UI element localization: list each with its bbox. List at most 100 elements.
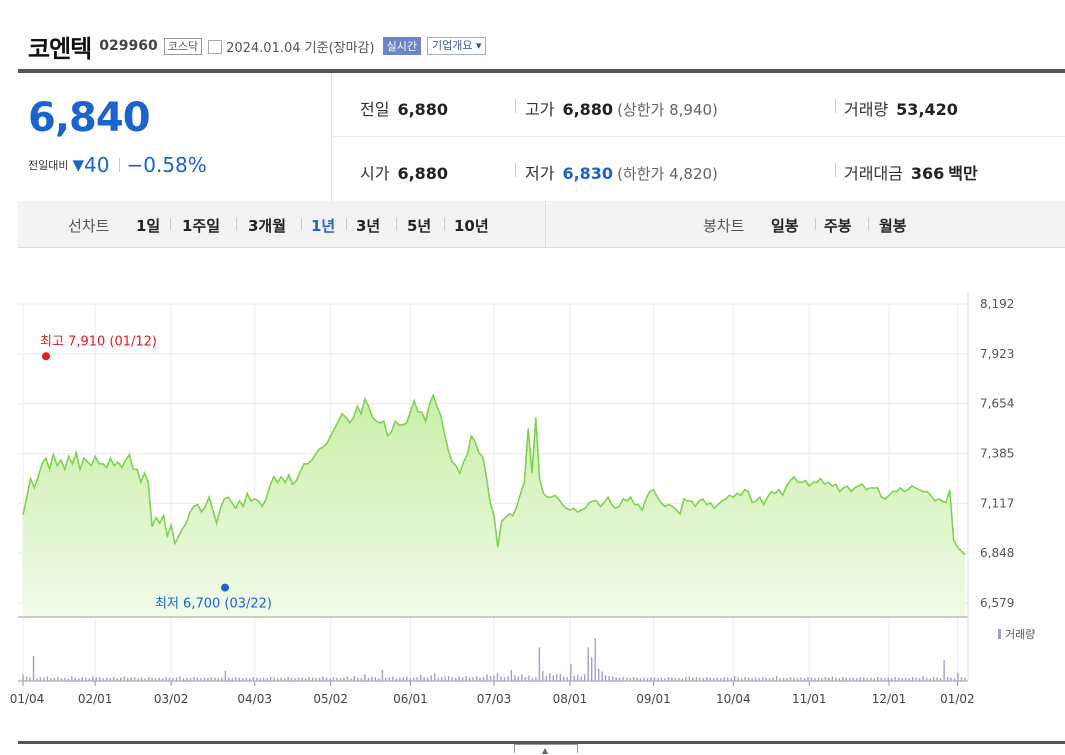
- volume-bar: [224, 670, 227, 681]
- prev-close-value: 6,880: [397, 100, 449, 119]
- volume-bar: [500, 676, 502, 681]
- volume-bar: [85, 677, 87, 681]
- volume-bar: [660, 677, 663, 681]
- volume-bar: [768, 678, 771, 681]
- y-tick-label: 6,848: [980, 546, 1014, 560]
- tab-separator: [444, 218, 445, 230]
- volume-bar: [594, 638, 596, 681]
- y-tick-label: 6,579: [980, 596, 1014, 610]
- volume-bar: [817, 677, 820, 681]
- volume-bar: [880, 677, 882, 681]
- volume-bar: [912, 677, 914, 681]
- volume-bar: [503, 677, 506, 681]
- x-tick-label: 11/01: [792, 692, 827, 706]
- volume-bar: [755, 677, 757, 681]
- volume-bar: [406, 676, 408, 681]
- tab-weekly[interactable]: 주봉: [824, 217, 852, 235]
- volume-bar: [339, 678, 342, 681]
- change-label: 전일대비: [28, 159, 69, 172]
- volume-bar: [245, 677, 247, 681]
- volume-bar: [615, 677, 617, 681]
- volume-bar: [461, 677, 464, 681]
- tab-monthly[interactable]: 월봉: [879, 217, 907, 235]
- candle-chart-label: 봉차트: [703, 217, 745, 235]
- volume-bar: [200, 678, 202, 681]
- volume-bar: [720, 678, 722, 681]
- realtime-button[interactable]: 실시간: [382, 37, 421, 55]
- volume-bar: [304, 678, 307, 681]
- volume-bar: [392, 676, 394, 681]
- volume-bar: [734, 676, 736, 681]
- high-price: 고가 6,880 (상한가 8,940): [525, 96, 718, 120]
- volume-bar: [479, 677, 481, 681]
- tab-3y[interactable]: 3년: [356, 217, 381, 235]
- volume-bar: [566, 677, 568, 681]
- volume-bar: [591, 657, 593, 681]
- volume-bar: [859, 677, 861, 681]
- down-arrow-icon: ▼: [72, 156, 85, 174]
- volume-bar: [133, 677, 136, 681]
- tab-1d[interactable]: 1일: [136, 217, 161, 235]
- volume-bar: [922, 676, 924, 681]
- tab-1y[interactable]: 1년: [311, 217, 336, 235]
- collapse-handle[interactable]: ▲: [514, 744, 578, 755]
- tab-1w[interactable]: 1주일: [182, 217, 221, 235]
- line-chart-label: 선차트: [68, 217, 110, 235]
- volume-bar: [301, 677, 303, 681]
- volume-bar: [214, 677, 216, 681]
- tab-separator: [815, 218, 816, 230]
- volume-bar: [884, 678, 886, 681]
- volume-bar: [102, 678, 104, 681]
- volume-bar: [378, 678, 380, 681]
- x-tick-label: 08/01: [553, 692, 588, 706]
- x-tick-label: 02/01: [78, 692, 113, 706]
- stock-name: 코엔텍: [28, 34, 92, 63]
- volume-bar: [737, 677, 739, 681]
- volume-bar: [706, 677, 708, 681]
- volume-bar: [437, 677, 439, 681]
- volume-bar: [60, 678, 63, 681]
- volume-bar: [727, 677, 729, 681]
- volume-bar: [357, 677, 359, 681]
- volume-bar: [371, 676, 373, 681]
- volume-bar: [374, 677, 377, 681]
- volume-bar: [228, 677, 230, 681]
- tab-3m[interactable]: 3개월: [248, 217, 287, 235]
- volume-bar: [475, 676, 478, 681]
- volume-bar: [824, 677, 827, 681]
- high-label: 고가: [525, 100, 555, 119]
- volume-bar: [113, 677, 115, 681]
- tab-10y[interactable]: 10년: [454, 217, 489, 235]
- volume-bar: [420, 674, 422, 681]
- tab-daily[interactable]: 일봉: [771, 217, 799, 235]
- volume-bar: [741, 678, 743, 681]
- trade-amount: 거래대금 366 백만: [844, 160, 978, 184]
- volume-bar: [311, 677, 314, 681]
- volume-bar: [730, 678, 732, 681]
- volume-bar: [92, 676, 94, 681]
- company-overview-dropdown[interactable]: 기업개요 ▾: [426, 37, 487, 55]
- change-amount: 40: [84, 153, 110, 177]
- volume-bar: [765, 677, 767, 681]
- volume-bar: [140, 677, 143, 681]
- volume-bar: [950, 677, 952, 681]
- volume-bar: [901, 678, 903, 681]
- volume-bar: [800, 677, 802, 681]
- volume-bar: [646, 678, 649, 681]
- volume-bar: [657, 678, 659, 681]
- y-tick-label: 8,192: [980, 297, 1014, 311]
- base-date: 2024.01.04 기준(장마감): [226, 40, 375, 56]
- tab-5y[interactable]: 5년: [407, 217, 432, 235]
- volume-bar: [681, 678, 684, 681]
- volume-bar: [165, 677, 167, 681]
- volume-bar: [632, 677, 635, 681]
- volume-bar: [625, 677, 628, 681]
- volume-bar: [67, 678, 70, 681]
- volume-bar: [252, 677, 254, 681]
- volume-bar: [964, 677, 966, 681]
- volume-bar: [472, 677, 474, 681]
- x-tick-label: 07/03: [477, 692, 512, 706]
- volume-bar: [259, 678, 261, 681]
- x-tick-label: 01/04: [10, 692, 45, 706]
- tab-separator: [170, 218, 171, 230]
